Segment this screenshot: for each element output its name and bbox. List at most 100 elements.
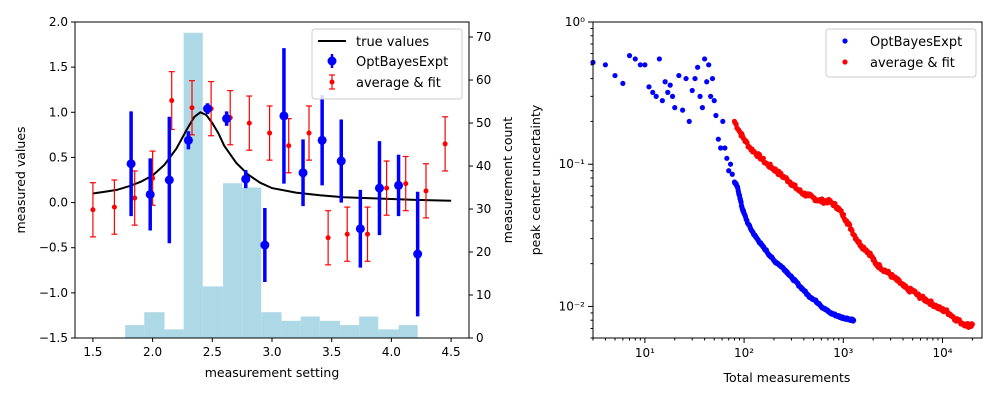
right-legend-box <box>825 28 977 78</box>
optbayesexpt-uncertainty-point <box>667 82 673 88</box>
x-tick-label: 10⁴ <box>932 346 952 360</box>
optbayesexpt-uncertainty-point <box>669 93 676 99</box>
average-fit-point <box>442 141 448 147</box>
optbayesexpt-uncertainty-point <box>646 84 652 90</box>
legend-label-optbayesexpt: OptBayesExpt <box>356 55 448 70</box>
average-fit-point <box>267 130 273 136</box>
histogram-bar <box>281 320 301 338</box>
optbayesexpt-uncertainty-point <box>722 145 728 151</box>
optbayesexpt-uncertainty-point <box>718 145 724 151</box>
optbayesexpt-uncertainty-point <box>662 79 668 85</box>
optbayesexpt-uncertainty-point <box>851 317 857 323</box>
right-plot-frame <box>592 21 983 339</box>
optbayesexpt-point <box>374 183 384 193</box>
y-tick-label: 1.5 <box>49 60 68 74</box>
histogram-bar <box>398 325 418 338</box>
y2-tick-label: 0 <box>476 331 484 345</box>
y2-tick-label: 50 <box>476 116 491 130</box>
y-tick-label: 10⁰ <box>565 15 585 29</box>
optbayesexpt-uncertainty-point <box>729 171 735 177</box>
average-fit-point <box>132 195 138 201</box>
optbayesexpt-point <box>394 180 404 190</box>
average-fit-point <box>423 188 429 194</box>
legend-label-average-fit: average & fit <box>356 76 441 91</box>
y-tick-label: 0.5 <box>49 150 68 164</box>
optbayesexpt-point <box>260 240 270 250</box>
optbayesexpt-uncertainty-point <box>686 118 692 125</box>
x-tick-label: 3.0 <box>262 345 281 359</box>
optbayesexpt-uncertainty-point <box>724 155 730 161</box>
y-tick-label: 2.0 <box>49 15 68 29</box>
optbayesexpt-uncertainty-point <box>704 79 710 85</box>
histogram-bar <box>242 187 262 338</box>
right-x-ticks: 10¹ 10² 10³ 10⁴ <box>592 338 973 360</box>
optbayesexpt-uncertainty-point <box>612 72 618 79</box>
optbayesexpt-uncertainty-point <box>702 56 708 62</box>
average-fit-point <box>169 98 175 104</box>
histogram-bar <box>183 32 203 339</box>
average-fit-uncertainty-point <box>760 155 766 161</box>
y2-tick-label: 20 <box>476 245 491 259</box>
left-legend: true values OptBayesExpt average & fit <box>311 28 463 100</box>
optbayesexpt-uncertainty-point <box>720 118 726 125</box>
optbayesexpt-uncertainty-point <box>679 107 686 113</box>
average-fit-series <box>89 71 449 266</box>
optbayesexpt-uncertainty-point <box>676 72 682 79</box>
histogram-bar <box>223 183 243 338</box>
optbayesexpt-uncertainty-point <box>659 98 665 104</box>
average-fit-uncertainty-point <box>847 222 853 228</box>
histogram <box>125 32 418 339</box>
optbayesexpt-uncertainty-point <box>620 80 626 87</box>
left-x-label: measurement setting <box>205 365 340 380</box>
optbayesexpt-point <box>241 174 251 184</box>
y-tick-label: 1.0 <box>49 105 68 119</box>
optbayesexpt-point <box>336 156 346 166</box>
x-tick-label: 4.5 <box>442 345 461 359</box>
average-fit-point <box>365 231 371 237</box>
optbayesexpt-uncertainty-point <box>692 75 698 82</box>
y-tick-label: 10⁻² <box>559 299 586 313</box>
average-fit-point <box>403 181 409 187</box>
x-tick-label: 10¹ <box>635 346 655 360</box>
histogram-bar <box>202 286 224 338</box>
right-y-label: peak center uncertainty <box>528 104 543 255</box>
optbayesexpt-point <box>222 114 232 124</box>
optbayesexpt-series <box>126 48 423 317</box>
average-fit-point <box>344 231 350 237</box>
x-tick-label: 10³ <box>833 346 853 360</box>
left-y2-ticks: 0 10 20 30 40 50 60 70 <box>469 30 491 345</box>
optbayesexpt-uncertainty-point <box>726 168 732 174</box>
optbayesexpt-uncertainty-point <box>709 75 716 82</box>
right-y-ticks: 10⁻² 10⁻¹ 10⁰ <box>559 15 593 339</box>
optbayesexpt-point <box>203 104 213 114</box>
optbayesexpt-uncertainty-point <box>642 62 648 68</box>
average-fit-point <box>325 235 331 241</box>
average-fit-point <box>111 204 117 210</box>
optbayesexpt-uncertainty-point <box>665 89 671 95</box>
optbayesexpt-point <box>145 189 155 199</box>
y2-tick-label: 60 <box>476 73 491 87</box>
optbayesexpt-uncertainty-point <box>695 64 701 70</box>
optbayesexpt-uncertainty-series <box>590 53 857 324</box>
histogram-bar <box>300 316 320 338</box>
x-tick-label: 2.5 <box>203 345 222 359</box>
histogram-bar <box>340 325 360 338</box>
optbayesexpt-uncertainty-point <box>715 136 721 142</box>
legend-swatch-average-fit-marker <box>329 79 335 85</box>
average-fit-uncertainty-series <box>731 118 975 330</box>
optbayesexpt-uncertainty-point <box>653 93 659 99</box>
right-legend: OptBayesExpt average & fit <box>825 28 977 78</box>
histogram-bar <box>261 312 282 338</box>
y-tick-label: −0.5 <box>39 241 68 255</box>
optbayesexpt-uncertainty-point <box>708 93 714 99</box>
average-fit-uncertainty-point <box>969 321 975 327</box>
histogram-bar <box>359 316 379 338</box>
left-legend-box <box>311 28 463 100</box>
y-tick-label: 10⁻¹ <box>559 157 586 171</box>
optbayesexpt-uncertainty-point <box>637 62 643 68</box>
x-tick-label: 1.5 <box>83 345 102 359</box>
optbayesexpt-uncertainty-point <box>626 53 633 59</box>
left-y2-label: measurement count <box>500 117 515 244</box>
y-tick-label: −1.5 <box>39 331 68 345</box>
